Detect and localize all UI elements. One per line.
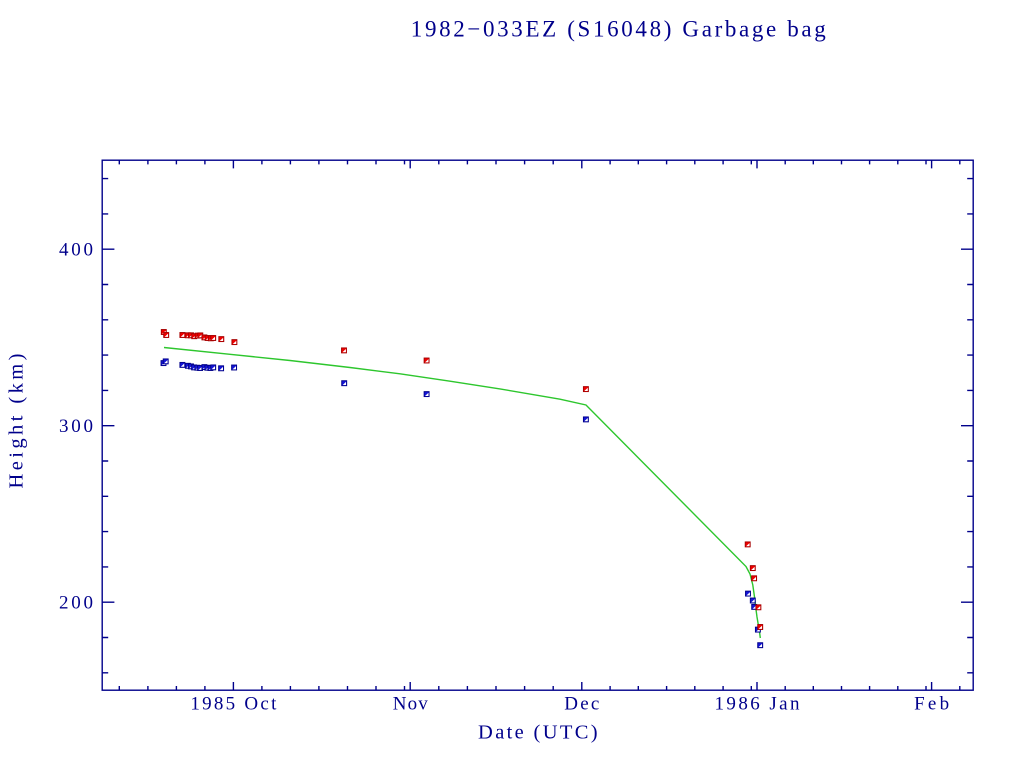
svg-text:1982−033EZ (S16048) Garbage ba: 1982−033EZ (S16048) Garbage bag [411, 16, 827, 41]
svg-text:1986 Jan: 1986 Jan [715, 694, 801, 715]
svg-text:Date (UTC): Date (UTC) [478, 721, 598, 743]
svg-text:Height (km): Height (km) [5, 354, 27, 489]
svg-text:300: 300 [59, 416, 93, 437]
svg-text:1985 Oct: 1985 Oct [190, 694, 277, 715]
svg-text:Feb: Feb [914, 694, 949, 715]
svg-text:200: 200 [59, 593, 93, 614]
svg-text:Dec: Dec [564, 694, 599, 715]
svg-text:400: 400 [59, 240, 93, 261]
svg-text:Nov: Nov [393, 694, 429, 715]
